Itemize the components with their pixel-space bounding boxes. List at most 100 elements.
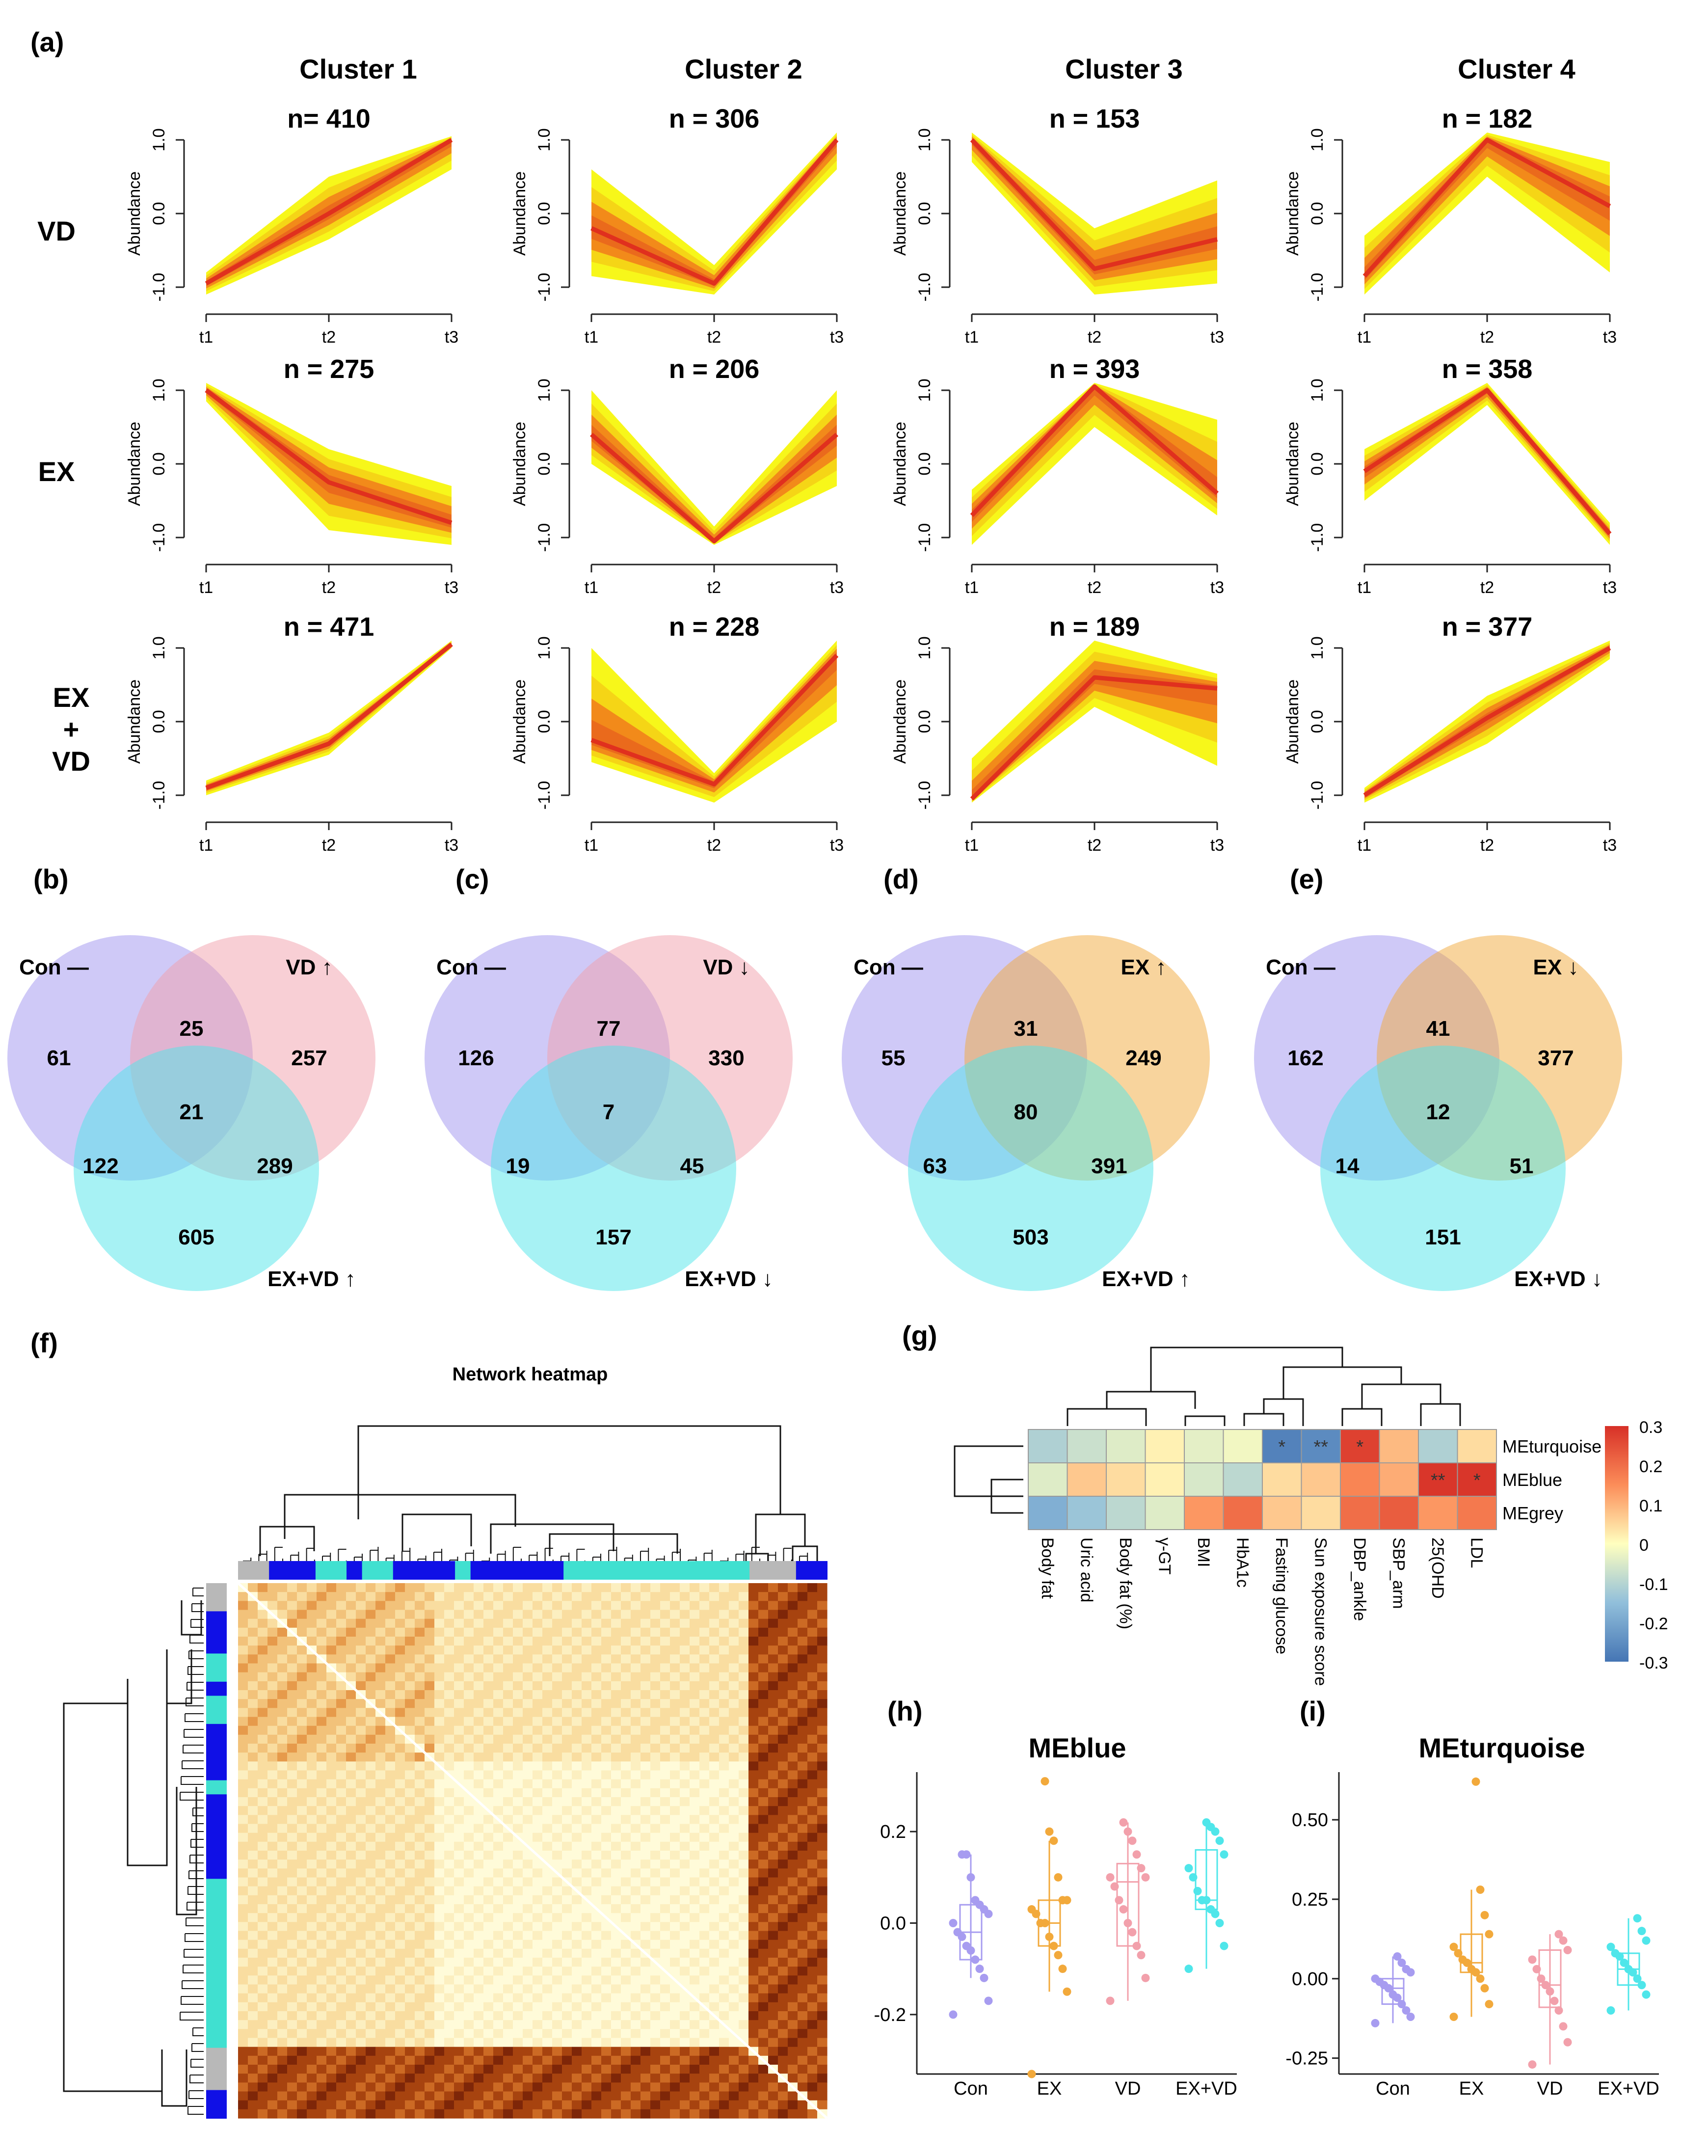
heatmap-cell (277, 1806, 288, 1815)
heatmap-cell (356, 1610, 366, 1619)
heatmap-cell (336, 1851, 347, 1860)
heatmap-cell (719, 1717, 729, 1726)
heatmap-cell (739, 1948, 749, 1958)
heatmap-cell (444, 2065, 454, 2074)
heatmap-cell (631, 2002, 641, 2012)
heatmap-cell (758, 1601, 769, 1611)
heatmap-cell (248, 1788, 258, 1798)
heatmap-cell (640, 1690, 651, 1699)
heatmap-cell (346, 1601, 356, 1611)
heatmap-cell (631, 1770, 641, 1780)
heatmap-cell (317, 1627, 327, 1637)
heatmap-cell (798, 1699, 808, 1708)
heatmap-cell (817, 1770, 827, 1780)
heatmap-cell (356, 1708, 366, 1718)
heatmap-cell (425, 2091, 435, 2101)
heatmap-cell (454, 2109, 464, 2119)
heatmap-cell (464, 2100, 474, 2110)
heatmap-cell (434, 1672, 445, 1682)
data-point (1058, 1896, 1067, 1905)
heatmap-cell (582, 2091, 592, 2101)
heatmap-cell (346, 1975, 356, 1985)
heatmap-cell (267, 1725, 278, 1735)
heatmap-cell (768, 1770, 778, 1780)
heatmap-cell (640, 1913, 651, 1922)
heatmap-cell (788, 1618, 798, 1628)
module-bar-left-cell (206, 1752, 227, 1767)
heatmap-cell (493, 1752, 504, 1762)
heatmap-cell (582, 1744, 592, 1753)
heatmap-cell (729, 2011, 739, 2021)
heatmap-cell (739, 1708, 749, 1718)
venn-count-a: 126 (458, 1046, 494, 1070)
heatmap-cell (366, 1761, 376, 1771)
heatmap-cell (778, 1770, 788, 1780)
trait-column-label: Uric acid (1077, 1537, 1095, 1602)
heatmap-cell (336, 2055, 347, 2065)
heatmap-cell (356, 1877, 366, 1887)
heatmap-cell (729, 1610, 739, 1619)
heatmap-cell (798, 1752, 808, 1762)
heatmap-cell (258, 1806, 268, 1815)
heatmap-cell (719, 1815, 729, 1825)
heatmap-cell (719, 1931, 729, 1940)
heatmap-cell (415, 2065, 425, 2074)
heatmap-cell (611, 1663, 621, 1673)
heatmap-cell (690, 1637, 700, 1646)
heatmap-cell (258, 1654, 268, 1664)
heatmap-cell (670, 2047, 680, 2056)
heatmap-cell (395, 1833, 405, 1842)
module-trait-cell (1145, 1462, 1185, 1497)
heatmap-cell (444, 2047, 454, 2056)
heatmap-cell (425, 1948, 435, 1958)
heatmap-cell (454, 1681, 464, 1691)
heatmap-cell (562, 1940, 572, 1949)
heatmap-cell (434, 1708, 445, 1718)
heatmap-cell (405, 1931, 415, 1940)
heatmap-cell (326, 1761, 337, 1771)
heatmap-cell (297, 1725, 307, 1735)
heatmap-cell (267, 1744, 278, 1753)
heatmap-cell (572, 2038, 582, 2048)
heatmap-cell (748, 1877, 759, 1887)
cluster-count-label: n = 306 (669, 104, 760, 134)
module-bar-left-cell (206, 1583, 227, 1598)
heatmap-cell (258, 2020, 268, 2029)
heatmap-cell (248, 1841, 258, 1851)
heatmap-cell (258, 1975, 268, 1985)
heatmap-cell (729, 1672, 739, 1682)
heatmap-cell (680, 1895, 690, 1905)
heatmap-cell (640, 1931, 651, 1940)
heatmap-cell (464, 1958, 474, 1967)
heatmap-cell (640, 2020, 651, 2029)
heatmap-cell (680, 1690, 690, 1699)
heatmap-cell (297, 2038, 307, 2048)
heatmap-cell (591, 1913, 602, 1922)
venn-count-ac: 19 (506, 1154, 530, 1178)
heatmap-cell (660, 2002, 670, 2012)
heatmap-cell (552, 1654, 562, 1664)
heatmap-cell (523, 2020, 533, 2029)
heatmap-cell (631, 1958, 641, 1967)
heatmap-cell (395, 2055, 405, 2065)
heatmap-cell (631, 1725, 641, 1735)
heatmap-cell (798, 1761, 808, 1771)
heatmap-cell (601, 1734, 612, 1744)
heatmap-cell (670, 1877, 680, 1887)
heatmap-cell (621, 1752, 631, 1762)
heatmap-cell (444, 1967, 454, 1976)
heatmap-cell (699, 1592, 710, 1601)
heatmap-cell (395, 1690, 405, 1699)
heatmap-cell (415, 1690, 425, 1699)
data-point (1406, 2012, 1415, 2021)
heatmap-cell (326, 1815, 337, 1825)
heatmap-cell (415, 2029, 425, 2039)
heatmap-cell (739, 2020, 749, 2029)
heatmap-cell (631, 1654, 641, 1664)
module-bar-top-cell (517, 1561, 533, 1580)
heatmap-cell (297, 1940, 307, 1949)
heatmap-cell (621, 1618, 631, 1628)
heatmap-cell (758, 2029, 769, 2039)
heatmap-cell (572, 1752, 582, 1762)
heatmap-cell (415, 1699, 425, 1708)
